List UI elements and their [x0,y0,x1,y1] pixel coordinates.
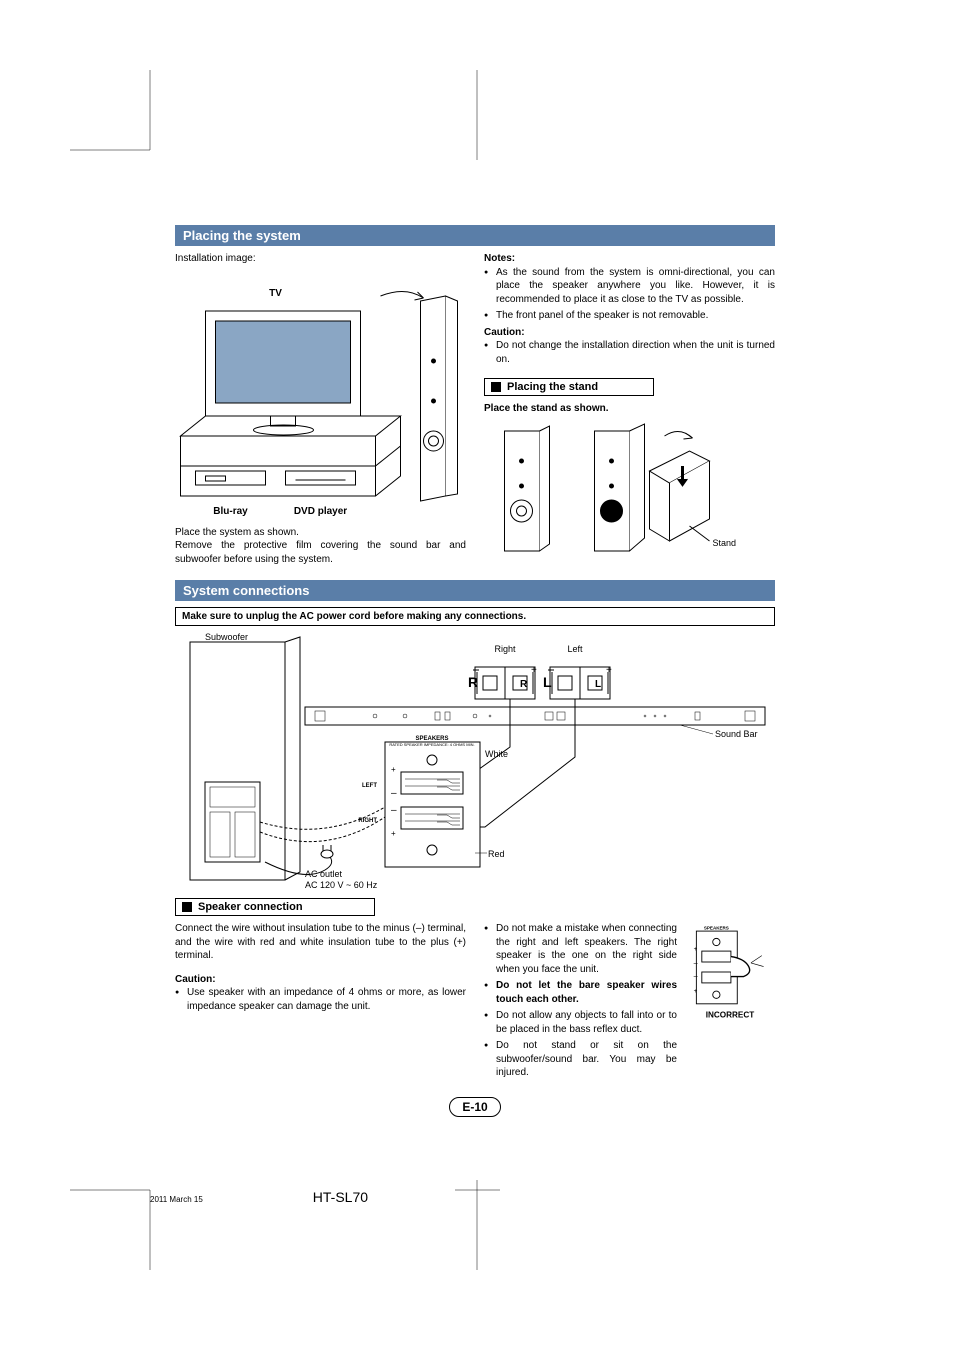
caution-heading: Caution: [484,326,775,340]
page-footer: 2011 March 15 HT-SL70 [150,1189,790,1205]
subwoofer-label: Subwoofer [205,632,248,642]
square-bullet-icon [491,382,501,392]
manual-page: Placing the system Installation image: [175,225,775,1117]
left-caution-item: Use speaker with an impedance of 4 ohms … [175,986,466,1013]
left-caution-list: Use speaker with an impedance of 4 ohms … [175,986,466,1013]
r-small-label: R [520,679,528,690]
svg-text:+: + [694,946,698,953]
installation-diagram: TV Blu-ray DVD player [175,266,466,526]
stand-instruction: Place the stand as shown. [484,402,775,416]
right-bullets: Do not make a mistake when connecting th… [484,922,677,1083]
installation-image-label: Installation image: [175,252,466,266]
footer-model: HT-SL70 [313,1189,368,1205]
speaker-connection-columns: Connect the wire without insulation tube… [175,922,775,1083]
soundbar-label: Sound Bar [715,729,758,739]
footer-date: 2011 March 15 [150,1195,203,1204]
note-item: As the sound from the system is omni-dir… [484,266,775,307]
speaker-conn-intro: Connect the wire without insulation tube… [175,922,466,963]
svg-text:SPEAKERS: SPEAKERS [704,925,729,930]
bluray-label: Blu-ray [213,506,248,517]
square-bullet-icon [182,902,192,912]
placing-system-right-col: Notes: As the sound from the system is o… [484,252,775,566]
right-bullet-item: Do not make a mistake when connecting th… [484,922,677,976]
place-instruction-2: Remove the protective film covering the … [175,539,466,566]
right-bullet-item: Do not stand or sit on the subwoofer/sou… [484,1039,677,1080]
r-big-label: R [468,674,478,690]
section-heading-system-connections: System connections [175,580,775,601]
caution-list: Do not change the installation direction… [484,339,775,366]
unplug-warning: Make sure to unplug the AC power cord be… [175,607,775,626]
caution-item: Do not change the installation direction… [484,339,775,366]
right-term: RIGHT [358,818,377,824]
l-big-label: L [543,674,552,690]
svg-text:+: + [606,665,612,676]
connection-diagram: Subwoofer Right Left R R L L + + Sound B… [175,632,775,892]
speaker-conn-right: Do not make a mistake when connecting th… [484,922,775,1083]
svg-text:+: + [694,988,698,995]
speaker-connection-heading: Speaker connection [175,898,375,916]
left-caution-heading: Caution: [175,973,466,987]
right-label: Right [494,644,516,654]
svg-text:–: – [391,805,397,816]
svg-text:+: + [531,665,537,676]
notes-heading: Notes: [484,252,775,266]
speakers-sub: RATED SPEAKER IMPEDANCE: 4 OHMS MIN. [389,742,474,747]
incorrect-label: INCORRECT [706,1010,755,1019]
placing-system-columns: Installation image: [175,252,775,566]
speaker-connection-title: Speaker connection [198,901,303,913]
svg-text:+: + [391,829,396,838]
placing-stand-heading: Placing the stand [484,378,654,396]
dvd-label: DVD player [294,506,347,517]
left-label: Left [567,644,583,654]
section-heading-placing-system: Placing the system [175,225,775,246]
page-number: E-10 [449,1097,500,1117]
l-small-label: L [595,679,601,690]
right-bullet-item-bold: Do not let the bare speaker wires touch … [484,979,677,1006]
red-label: Red [488,849,505,859]
right-bullet-item: Do not allow any objects to fall into or… [484,1009,677,1036]
stand-diagram: Stand [484,416,775,566]
place-instruction-1: Place the system as shown. [175,526,466,540]
speaker-conn-left: Connect the wire without insulation tube… [175,922,466,1083]
incorrect-figure: SPEAKERS + – – + INCORRECT [685,922,775,1083]
svg-text:+: + [391,765,396,774]
notes-list: As the sound from the system is omni-dir… [484,266,775,323]
page-number-wrap: E-10 [175,1097,775,1117]
note-item: The front panel of the speaker is not re… [484,309,775,323]
stand-label: Stand [713,538,737,548]
placing-system-left-col: Installation image: [175,252,466,566]
placing-stand-title: Placing the stand [507,381,598,393]
left-term: LEFT [362,783,377,789]
ac-outlet-label: AC outlet [305,869,343,879]
white-label: White [485,749,508,759]
tv-label: TV [269,288,282,299]
ac-voltage-label: AC 120 V ~ 60 Hz [305,880,378,890]
svg-text:–: – [391,788,397,799]
